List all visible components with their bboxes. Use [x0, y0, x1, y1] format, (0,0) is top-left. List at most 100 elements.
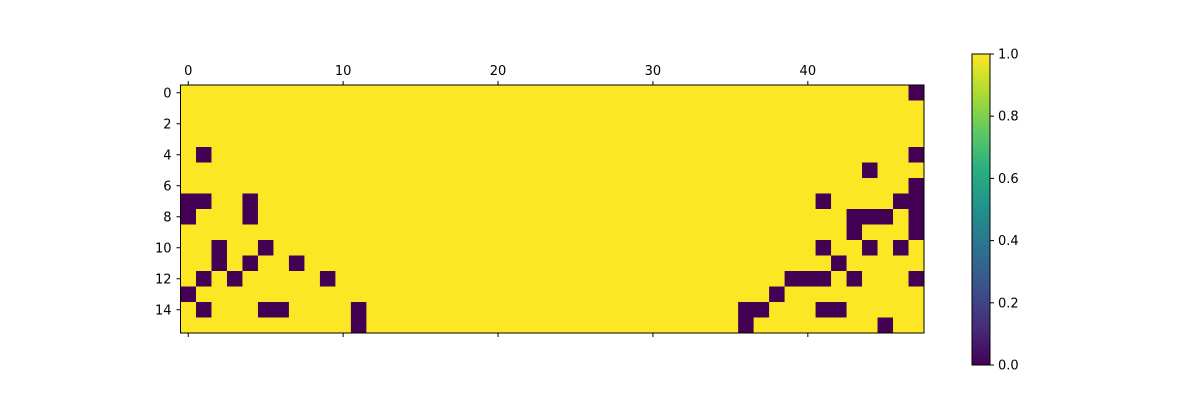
heatmap-cell: [753, 286, 770, 303]
heatmap-cell: [908, 286, 925, 303]
heatmap-cell: [908, 100, 925, 117]
heatmap-cell: [505, 162, 522, 179]
heatmap-cell: [304, 85, 321, 101]
heatmap-cell: [505, 100, 522, 117]
heatmap-cell: [536, 147, 553, 163]
heatmap-cell: [428, 178, 445, 194]
heatmap-cell: [381, 116, 398, 132]
heatmap-cell: [784, 147, 801, 163]
heatmap-cell: [443, 100, 460, 117]
heatmap-cell: [893, 224, 909, 241]
heatmap-cell: [908, 85, 925, 101]
heatmap-cell: [521, 224, 538, 241]
heatmap-cell: [815, 224, 832, 241]
heatmap-cell: [257, 209, 274, 225]
heatmap-cell: [288, 224, 305, 241]
heatmap-cell: [428, 147, 445, 163]
heatmap-cell: [908, 209, 925, 225]
heatmap-cell: [459, 224, 476, 241]
heatmap-cell: [304, 162, 321, 179]
heatmap-cell: [536, 209, 553, 225]
heatmap-cell: [536, 85, 553, 101]
heatmap-cell: [304, 131, 321, 148]
heatmap-cell: [800, 209, 816, 225]
heatmap-cell: [722, 255, 739, 272]
heatmap-cell: [257, 116, 274, 132]
heatmap-cell: [800, 162, 816, 179]
heatmap-cell: [908, 240, 925, 256]
heatmap-cell: [691, 302, 708, 318]
heatmap-cell: [366, 302, 383, 318]
x-tick-label: 40: [800, 64, 817, 79]
heatmap-cell: [660, 240, 677, 256]
heatmap-cell: [815, 286, 832, 303]
heatmap-cell: [257, 286, 274, 303]
heatmap-cell: [273, 317, 290, 334]
heatmap-cell: [660, 100, 677, 117]
heatmap-cell: [242, 193, 259, 210]
heatmap-cell: [846, 178, 863, 194]
heatmap-cell: [629, 271, 646, 287]
heatmap-cell: [211, 209, 228, 225]
heatmap-cell: [567, 286, 584, 303]
heatmap-cell: [769, 209, 785, 225]
heatmap-cell: [676, 255, 693, 272]
heatmap-cell: [629, 162, 646, 179]
heatmap-cell: [443, 116, 460, 132]
heatmap-cell: [707, 147, 724, 163]
heatmap-cell: [831, 286, 847, 303]
heatmap-cell: [660, 116, 677, 132]
heatmap-cell: [366, 131, 383, 148]
heatmap-cell: [490, 286, 507, 303]
heatmap-cell: [738, 271, 755, 287]
heatmap-cell: [660, 286, 677, 303]
heatmap-cell: [676, 147, 693, 163]
colorbar-tick-label: 0.4: [998, 234, 1019, 249]
heatmap-cell: [319, 147, 336, 163]
heatmap-cell: [722, 317, 739, 334]
heatmap-cell: [877, 178, 894, 194]
heatmap-cell: [645, 162, 662, 179]
heatmap-cell: [707, 193, 724, 210]
heatmap-cell: [846, 147, 863, 163]
heatmap-cell: [257, 271, 274, 287]
heatmap-cell: [226, 271, 243, 287]
heatmap-cell: [784, 317, 801, 334]
x-axis: 0 10 20 30 40: [184, 64, 816, 337]
heatmap-cell: [242, 85, 259, 101]
heatmap-cell: [862, 209, 878, 225]
heatmap-cell: [660, 85, 677, 101]
heatmap-cell: [443, 147, 460, 163]
heatmap-cell: [676, 178, 693, 194]
heatmap-cell: [288, 302, 305, 318]
heatmap-cell: [335, 116, 352, 132]
heatmap-cell: [381, 209, 398, 225]
heatmap-cell: [304, 286, 321, 303]
heatmap-cell: [288, 178, 305, 194]
heatmap-cell: [242, 131, 259, 148]
heatmap-cell: [660, 178, 677, 194]
heatmap-cell: [335, 85, 352, 101]
heatmap-cell: [753, 131, 770, 148]
heatmap-cell: [273, 286, 290, 303]
heatmap-cell: [753, 85, 770, 101]
heatmap-cell: [536, 100, 553, 117]
heatmap-cell: [428, 209, 445, 225]
heatmap-cell: [428, 100, 445, 117]
heatmap-cell: [412, 193, 429, 210]
heatmap-cell: [335, 286, 352, 303]
heatmap-cell: [257, 317, 274, 334]
heatmap-cell: [738, 85, 755, 101]
heatmap-cell: [552, 147, 569, 163]
y-tick-label: 4: [163, 148, 171, 163]
heatmap-cell: [893, 131, 909, 148]
heatmap-cell: [273, 193, 290, 210]
heatmap-cell: [722, 131, 739, 148]
heatmap-cell: [428, 193, 445, 210]
heatmap-cell: [397, 317, 414, 334]
heatmap-cell: [629, 116, 646, 132]
heatmap-cell: [738, 209, 755, 225]
heatmap-cell: [288, 100, 305, 117]
heatmap-cell: [552, 271, 569, 287]
heatmap-cell: [769, 240, 785, 256]
